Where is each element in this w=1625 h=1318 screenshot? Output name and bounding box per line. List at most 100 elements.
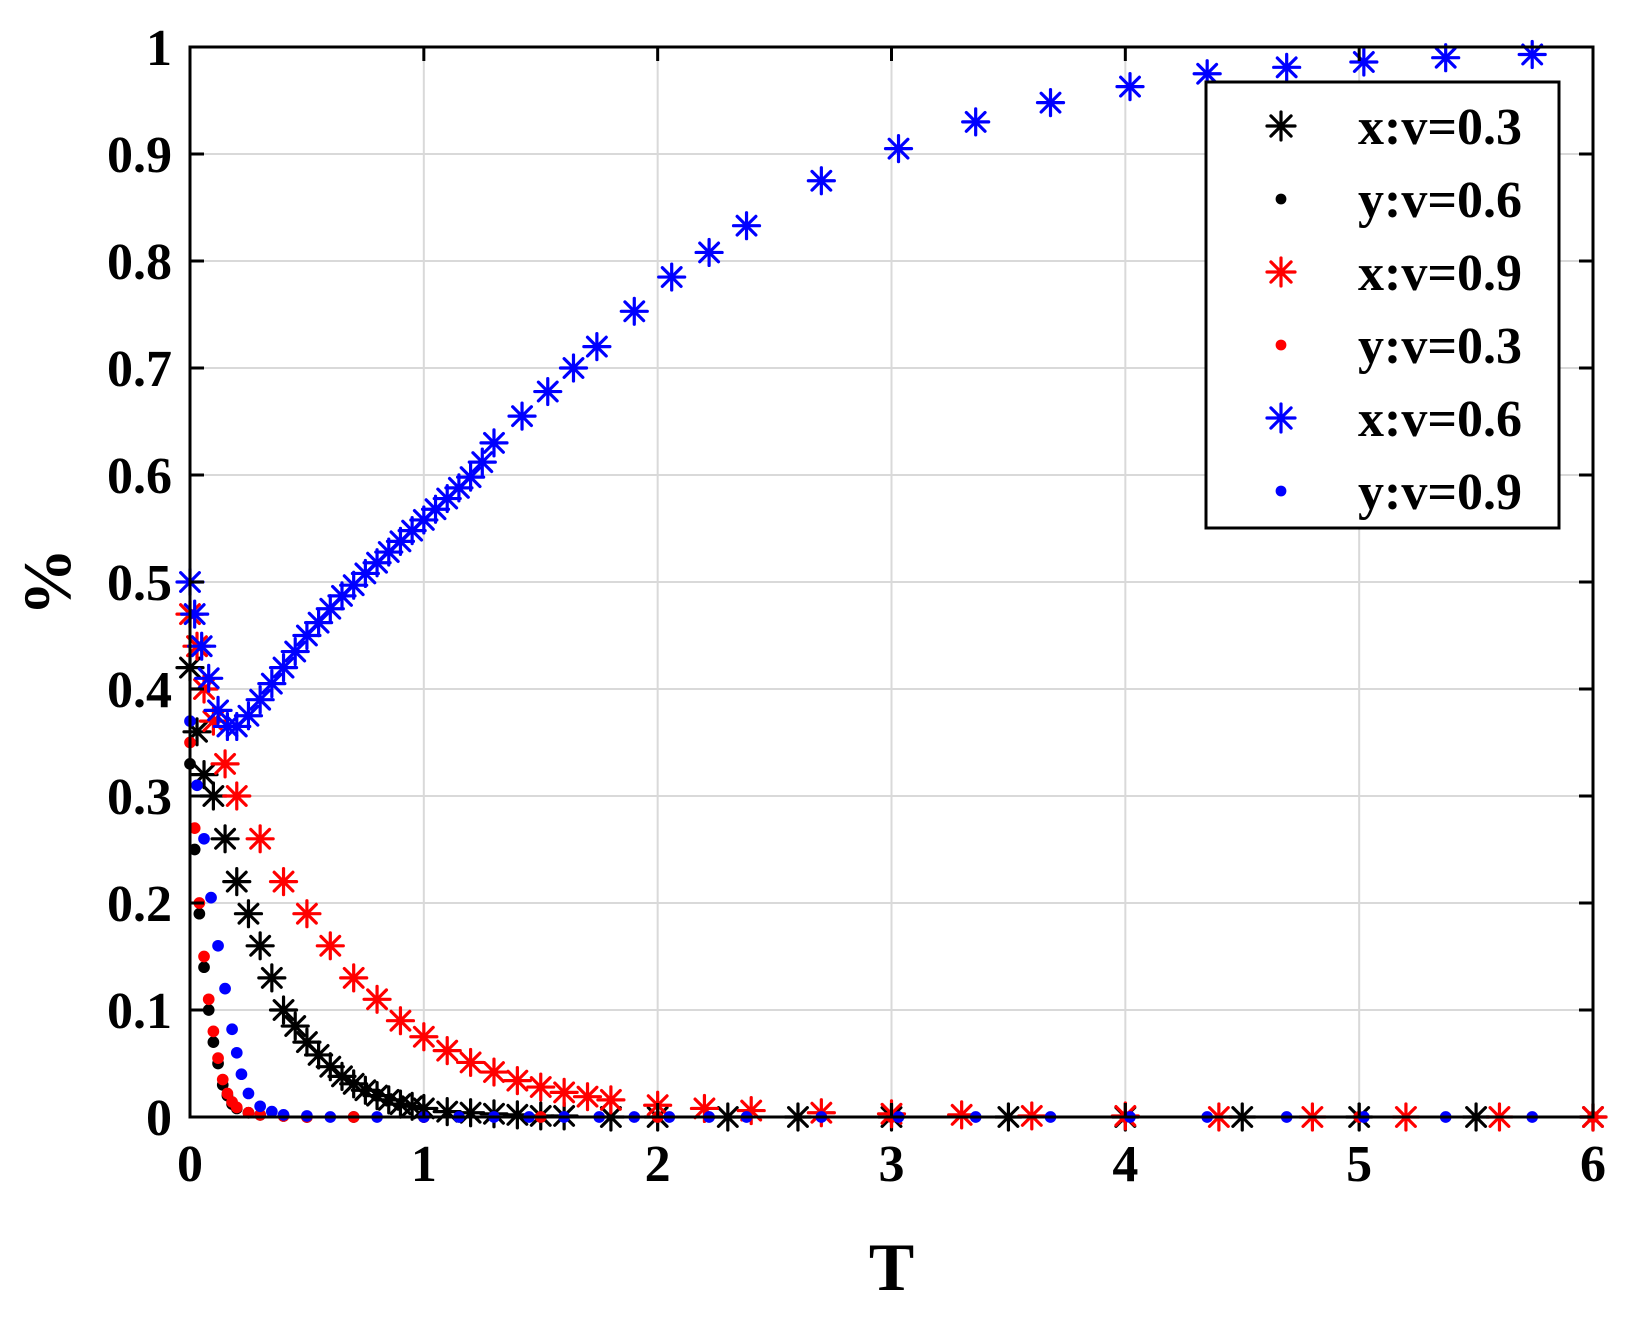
data-point <box>198 832 210 845</box>
data-point <box>222 711 252 742</box>
data-point <box>292 899 322 929</box>
data-point <box>221 1087 234 1100</box>
data-point <box>327 581 357 611</box>
data-point <box>180 599 210 629</box>
data-point <box>694 237 724 268</box>
x-tick-label: 6 <box>1580 1136 1606 1193</box>
data-point <box>1115 71 1145 102</box>
x-axis-title: T <box>869 1229 914 1305</box>
data-point <box>526 1072 556 1102</box>
data-point <box>202 993 215 1006</box>
data-point <box>207 1025 220 1038</box>
data-point <box>212 1052 224 1064</box>
data-point <box>212 939 224 952</box>
data-point <box>242 1087 255 1100</box>
y-tick-label: 0.1 <box>107 983 172 1040</box>
legend-item: x:v=0.9 <box>1265 245 1522 302</box>
data-point <box>188 843 201 856</box>
data-point <box>245 931 275 961</box>
data-point <box>883 134 914 164</box>
data-point <box>432 1036 462 1066</box>
data-point <box>193 907 206 920</box>
data-point <box>235 1068 248 1081</box>
legend-label: x:v=0.9 <box>1358 245 1522 302</box>
y-tick-label: 0.6 <box>107 448 172 505</box>
data-point <box>1265 110 1297 142</box>
legend-item: x:v=0.6 <box>1265 391 1522 448</box>
data-point <box>1275 485 1287 497</box>
axis-ticks: 0 1 2 3 4 5 6 0 0.1 0.2 0.3 0.4 0.5 0.6 0.7 0.8 0.9 1 <box>107 20 1606 1193</box>
data-point <box>456 1047 486 1078</box>
data-point <box>268 995 299 1025</box>
data-point <box>558 353 589 383</box>
data-point <box>257 963 287 993</box>
data-point <box>1035 88 1066 118</box>
data-point <box>222 781 252 811</box>
x-tick-label: 2 <box>645 1136 671 1193</box>
data-point <box>657 262 687 292</box>
y-tick-label: 0.9 <box>107 127 172 184</box>
data-point <box>1265 256 1297 288</box>
data-point <box>456 462 486 492</box>
data-point <box>409 1022 439 1052</box>
data-point <box>572 1082 603 1112</box>
data-point <box>205 891 217 904</box>
data-point <box>582 332 612 362</box>
x-tick-label: 0 <box>177 1136 203 1193</box>
data-point <box>187 631 217 661</box>
legend-label: y:v=0.6 <box>1358 172 1522 229</box>
data-point <box>1349 47 1379 77</box>
data-point <box>202 1004 215 1016</box>
legend-label: y:v=0.9 <box>1358 464 1522 521</box>
data-point <box>1272 52 1302 82</box>
legend-item: y:v=0.9 <box>1275 464 1522 521</box>
data-point <box>245 824 275 854</box>
data-point <box>268 866 299 897</box>
data-point <box>502 1066 532 1096</box>
legend-item: y:v=0.6 <box>1275 172 1522 229</box>
data-point <box>549 1077 579 1107</box>
data-point <box>254 1100 266 1113</box>
legend-box <box>1204 80 1561 530</box>
data-point <box>533 376 563 407</box>
x-tick-label: 4 <box>1112 1136 1138 1193</box>
data-point <box>188 822 201 834</box>
data-point <box>233 899 264 929</box>
data-point <box>230 1046 243 1059</box>
y-tick-label: 1 <box>146 20 172 77</box>
data-point <box>194 663 224 693</box>
data-point <box>265 1105 278 1118</box>
data-point <box>219 982 231 995</box>
y-tick-label: 0.3 <box>107 769 172 826</box>
y-axis-title: % <box>9 548 85 616</box>
y-tick-label: 0.7 <box>107 341 172 398</box>
legend-item: y:v=0.3 <box>1275 318 1522 375</box>
data-point <box>961 107 991 137</box>
data-point <box>257 669 287 699</box>
data-point <box>339 963 369 993</box>
legend: x:v=0.3 y:v=0.6 x:v=0.9 y:v=0.3 x:v=0.6 y:v=0… <box>1204 80 1561 530</box>
data-point <box>191 779 203 792</box>
data-point <box>280 1011 310 1041</box>
y-tick-label: 0.5 <box>107 555 172 612</box>
data-point <box>268 652 299 683</box>
data-point <box>1431 43 1461 73</box>
data-point <box>339 570 369 600</box>
legend-item: x:v=0.3 <box>1265 99 1522 156</box>
data-point <box>207 1036 220 1048</box>
data-point <box>432 483 462 514</box>
data-point <box>1275 193 1287 205</box>
series <box>175 39 1547 742</box>
data-point <box>362 984 392 1014</box>
data-point <box>467 447 497 477</box>
data-point <box>210 749 240 779</box>
data-point <box>210 824 240 854</box>
data-point <box>1265 402 1297 434</box>
data-point <box>731 211 762 241</box>
data-point <box>315 931 345 961</box>
data-point <box>245 685 275 715</box>
data-point <box>385 1006 416 1036</box>
data-point <box>277 1109 290 1121</box>
data-point <box>1517 39 1547 70</box>
